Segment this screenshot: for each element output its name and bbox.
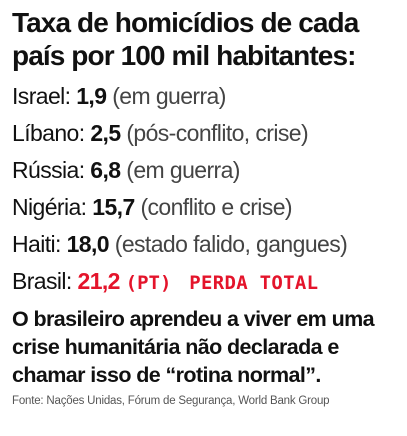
country-name: Haiti: [12, 231, 61, 257]
source-citation: Fonte: Nações Unidas, Fórum de Segurança… [12, 395, 330, 407]
conclusion-text: O brasileiro aprendeu a viver em uma cri… [12, 307, 375, 387]
list-item-haiti: Haiti: 18,0 (estado falido, gangues) [12, 226, 397, 263]
homicide-rate-list: Israel: 1,9 (em guerra) Líbano: 2,5 (pós… [12, 78, 397, 302]
country-name: Rússia: [12, 157, 85, 183]
list-item-israel: Israel: 1,9 (em guerra) [12, 78, 397, 115]
country-note: (pós-conflito, crise) [126, 120, 309, 146]
country-note: (conflito e crise) [140, 194, 292, 220]
country-note: (em guerra) [126, 157, 240, 183]
country-name: Nigéria: [12, 194, 87, 220]
country-name: Israel: [12, 83, 71, 109]
homicide-rate-value: 1,9 [76, 83, 107, 109]
list-item-russia: Rússia: 6,8 (em guerra) [12, 152, 397, 189]
homicide-rate-value: 15,7 [92, 194, 135, 220]
homicide-rate-value: 2,5 [90, 120, 121, 146]
list-item-nigeria: Nigéria: 15,7 (conflito e crise) [12, 189, 397, 226]
country-name: Líbano: [12, 120, 85, 146]
list-item-brasil: Brasil: 21,2 (PT) PERDA TOTAL [12, 263, 397, 302]
country-note: (estado falido, gangues) [114, 231, 348, 257]
country-note: (PT) [125, 272, 172, 294]
perda-total-tag: PERDA TOTAL [189, 272, 319, 294]
homicide-rate-value: 6,8 [90, 157, 121, 183]
country-note: (em guerra) [112, 83, 226, 109]
infographic-title: Taxa de homicídios de cada país por 100 … [12, 7, 359, 71]
list-item-libano: Líbano: 2,5 (pós-conflito, crise) [12, 115, 397, 152]
homicide-rate-value: 18,0 [66, 231, 110, 257]
homicide-rate-value: 21,2 [77, 268, 121, 294]
country-name: Brasil: [12, 268, 72, 294]
